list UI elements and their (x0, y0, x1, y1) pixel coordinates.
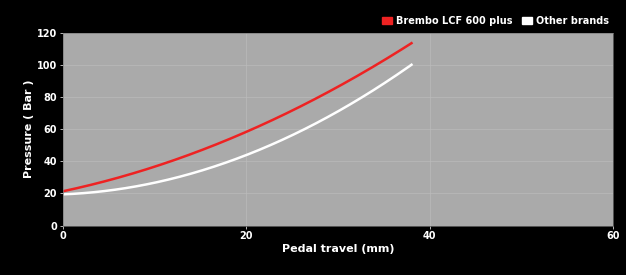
Y-axis label: Pressure ( Bar ): Pressure ( Bar ) (24, 80, 34, 178)
X-axis label: Pedal travel (mm): Pedal travel (mm) (282, 244, 394, 254)
Legend: Brembo LCF 600 plus, Other brands: Brembo LCF 600 plus, Other brands (382, 16, 608, 26)
